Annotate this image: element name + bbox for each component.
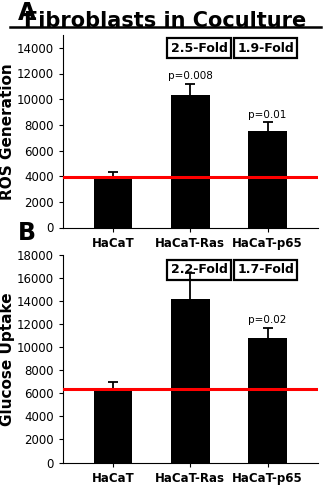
Text: p=0.02: p=0.02: [248, 315, 287, 325]
Text: 2.2-Fold: 2.2-Fold: [171, 263, 228, 276]
Bar: [248, 338, 287, 462]
Text: 1.9-Fold: 1.9-Fold: [237, 42, 294, 55]
Text: Fibroblasts in Coculture: Fibroblasts in Coculture: [24, 11, 307, 31]
Text: p=0.008: p=0.008: [168, 72, 213, 82]
Bar: [171, 299, 210, 462]
Y-axis label: ROS Generation: ROS Generation: [0, 63, 15, 200]
Y-axis label: Glucose Uptake: Glucose Uptake: [0, 292, 15, 426]
Bar: [171, 96, 210, 228]
Bar: [94, 390, 132, 462]
Text: A: A: [18, 2, 36, 25]
Text: p=0.01: p=0.01: [248, 110, 287, 120]
Text: B: B: [18, 220, 36, 244]
Text: 2.5-Fold: 2.5-Fold: [171, 42, 228, 55]
Text: 1.7-Fold: 1.7-Fold: [237, 263, 294, 276]
Text: p=0.03: p=0.03: [171, 261, 210, 271]
Bar: [248, 131, 287, 228]
Bar: [94, 178, 132, 228]
